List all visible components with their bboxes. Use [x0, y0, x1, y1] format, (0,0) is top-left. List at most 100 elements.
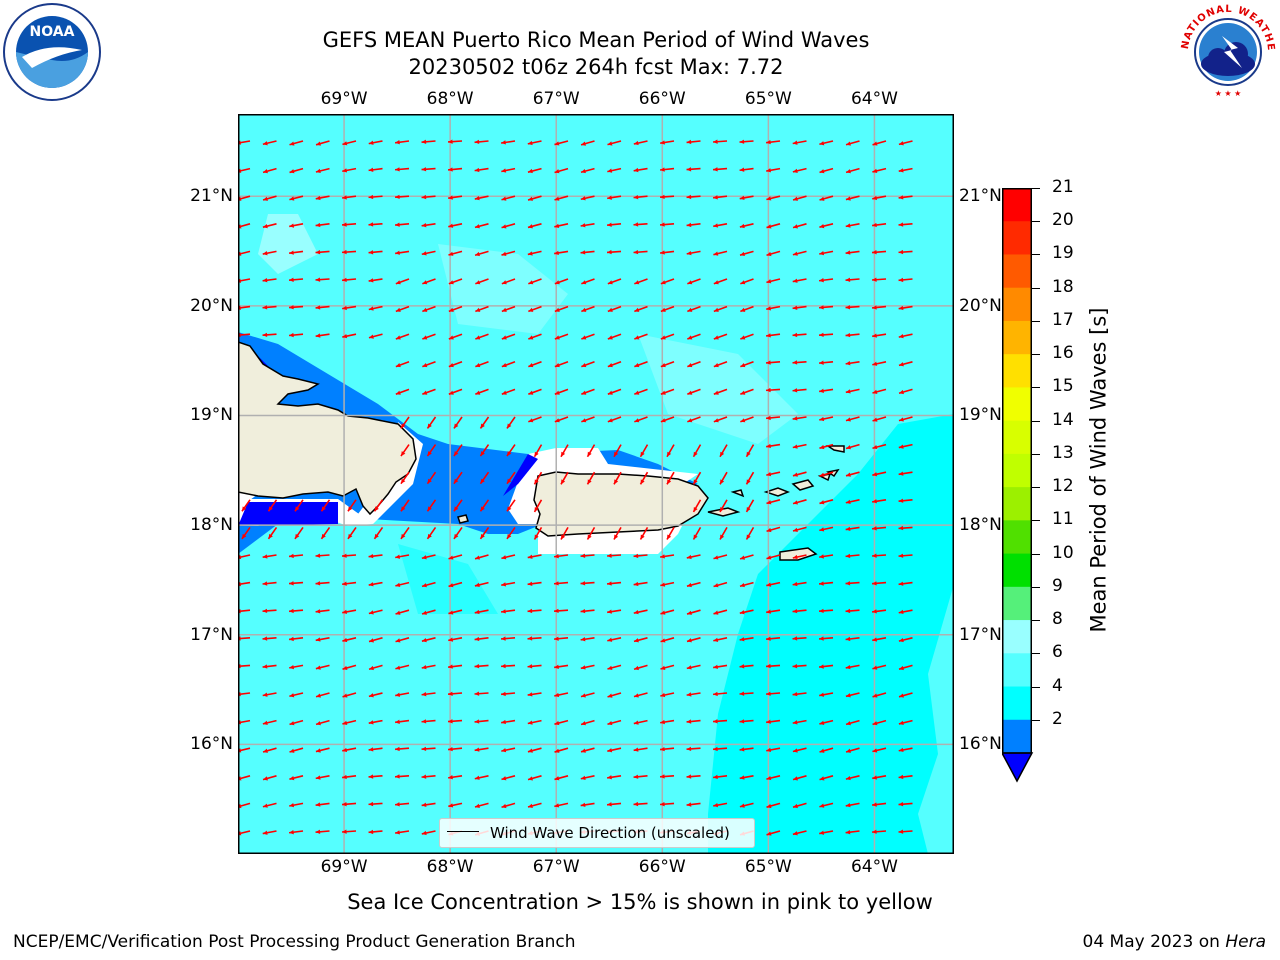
wave-direction-arrowhead: [720, 451, 725, 457]
wave-direction-arrowhead: [660, 638, 666, 643]
wave-direction-arrowhead: [316, 141, 321, 146]
wave-direction-arrowhead: [368, 693, 374, 698]
wave-direction-arrowhead: [289, 748, 295, 753]
wave-direction-arrowhead: [693, 534, 698, 540]
wave-direction-arrowhead: [766, 168, 772, 173]
wave-direction-arrowhead: [581, 141, 586, 146]
wave-direction-arrowhead: [580, 608, 586, 614]
colorbar-tick-label: 10: [1052, 542, 1074, 563]
wave-direction-arrowhead: [872, 333, 877, 338]
wave-direction-arrowhead: [872, 141, 878, 146]
wave-direction-arrowhead: [607, 748, 613, 753]
wave-direction-arrowhead: [660, 140, 665, 145]
wave-direction-arrowhead: [321, 533, 326, 539]
wave-direction-arrowhead: [614, 451, 619, 457]
wave-direction-arrowhead: [872, 802, 877, 807]
wave-direction-arrowhead: [686, 665, 692, 670]
wave-direction-arrowhead: [845, 499, 851, 504]
wave-direction-arrowhead: [453, 451, 459, 457]
wave-direction-arrowhead: [686, 802, 692, 807]
map-canvas: [235, 114, 954, 854]
wave-direction-arrowhead: [898, 334, 904, 339]
wave-direction-arrowhead: [527, 251, 533, 256]
wave-direction-arrowhead: [687, 418, 693, 423]
wave-direction-arrowhead: [527, 692, 533, 697]
colorbar-tick-mark: [1032, 420, 1040, 422]
wave-direction-arrowhead: [898, 305, 904, 311]
wave-direction-arrowhead: [607, 720, 613, 726]
wave-direction-arrowhead: [819, 720, 825, 725]
wave-direction-arrowhead: [766, 527, 772, 533]
wave-direction-arrowhead: [342, 277, 347, 283]
wave-direction-arrowhead: [554, 250, 559, 256]
wave-direction-arrowhead: [720, 479, 725, 485]
wave-direction-arrowhead: [845, 389, 851, 394]
wave-direction-arrowhead: [587, 451, 592, 457]
wave-direction-arrowhead: [713, 363, 719, 368]
wave-direction-arrowhead: [262, 803, 268, 808]
wave-direction-arrowhead: [766, 360, 771, 365]
wave-direction-arrowhead: [580, 196, 586, 201]
axis-tick-label: 64°W: [850, 857, 898, 877]
wave-direction-arrowhead: [480, 533, 485, 539]
wave-direction-arrowhead: [898, 829, 904, 834]
footer-date: 04 May 2023 on Hera: [1083, 932, 1267, 952]
wave-direction-arrowhead: [262, 664, 268, 669]
wave-direction-arrowhead: [315, 277, 321, 282]
wave-direction-arrowhead: [395, 390, 401, 395]
wave-direction-arrowhead: [746, 506, 751, 512]
wave-direction-arrowhead: [686, 692, 692, 697]
wave-direction-arrowhead: [607, 775, 612, 780]
wave-direction-arrowhead: [395, 554, 401, 559]
wave-direction-arrowhead: [400, 533, 406, 539]
wave-direction-arrowhead: [766, 663, 771, 669]
wave-direction-arrowhead: [687, 610, 692, 615]
wave-direction-arrowhead: [527, 748, 533, 753]
wave-direction-arrowhead: [241, 506, 247, 512]
wave-direction-arrowhead: [607, 665, 613, 670]
wave-direction-arrowhead: [581, 335, 587, 340]
wave-direction-arrowhead: [739, 139, 745, 144]
wave-direction-arrowhead: [819, 278, 824, 283]
wave-direction-arrowhead: [262, 251, 268, 256]
wave-direction-arrowhead: [766, 196, 772, 201]
wave-direction-arrowhead: [262, 278, 268, 283]
wave-direction-arrowhead: [713, 251, 719, 256]
wave-direction-arrowhead: [660, 194, 665, 200]
colorbar: [1000, 188, 1036, 788]
wave-direction-arrowhead: [898, 553, 904, 558]
wave-direction-arrowhead: [766, 224, 772, 229]
wave-direction-arrowhead: [713, 280, 719, 285]
axis-tick-label: 16°N: [959, 734, 1002, 755]
wave-direction-arrowhead: [766, 139, 771, 145]
wave-direction-arrowhead: [315, 195, 321, 201]
colorbar-tick-label: 15: [1052, 376, 1074, 397]
wave-direction-arrowhead: [740, 335, 746, 340]
wave-direction-arrowhead: [554, 748, 560, 753]
wave-direction-arrowhead: [766, 251, 772, 257]
axis-tick-label: 66°W: [638, 89, 686, 109]
wave-direction-arrowhead: [315, 829, 321, 834]
wave-direction-arrowhead: [395, 167, 400, 172]
wave-direction-arrowhead: [607, 363, 613, 368]
wave-direction-arrowhead: [660, 774, 665, 779]
wave-direction-arrowhead: [448, 775, 453, 780]
wave-direction-arrowhead: [614, 534, 619, 540]
wave-direction-arrowhead: [739, 775, 745, 780]
wave-direction-arrowhead: [580, 581, 586, 586]
wave-direction-arrowhead: [534, 451, 539, 457]
wave-direction-arrowhead: [448, 363, 454, 368]
wave-direction-arrowhead: [395, 335, 401, 340]
wave-direction-arrowhead: [660, 554, 665, 559]
wave-direction-arrowhead: [561, 451, 566, 457]
wave-direction-arrowhead: [660, 307, 666, 312]
wave-direction-arrowhead: [427, 478, 432, 484]
axis-tick-label: 67°W: [532, 857, 580, 877]
wave-direction-arrowhead: [614, 479, 619, 485]
wave-direction-arrowhead: [739, 719, 745, 724]
wave-direction-arrowhead: [527, 720, 533, 725]
wave-direction-arrowhead: [315, 637, 321, 642]
wave-direction-arrowhead: [713, 746, 718, 752]
wave-direction-arrowhead: [421, 719, 427, 724]
colorbar-tick-mark: [1032, 553, 1040, 555]
